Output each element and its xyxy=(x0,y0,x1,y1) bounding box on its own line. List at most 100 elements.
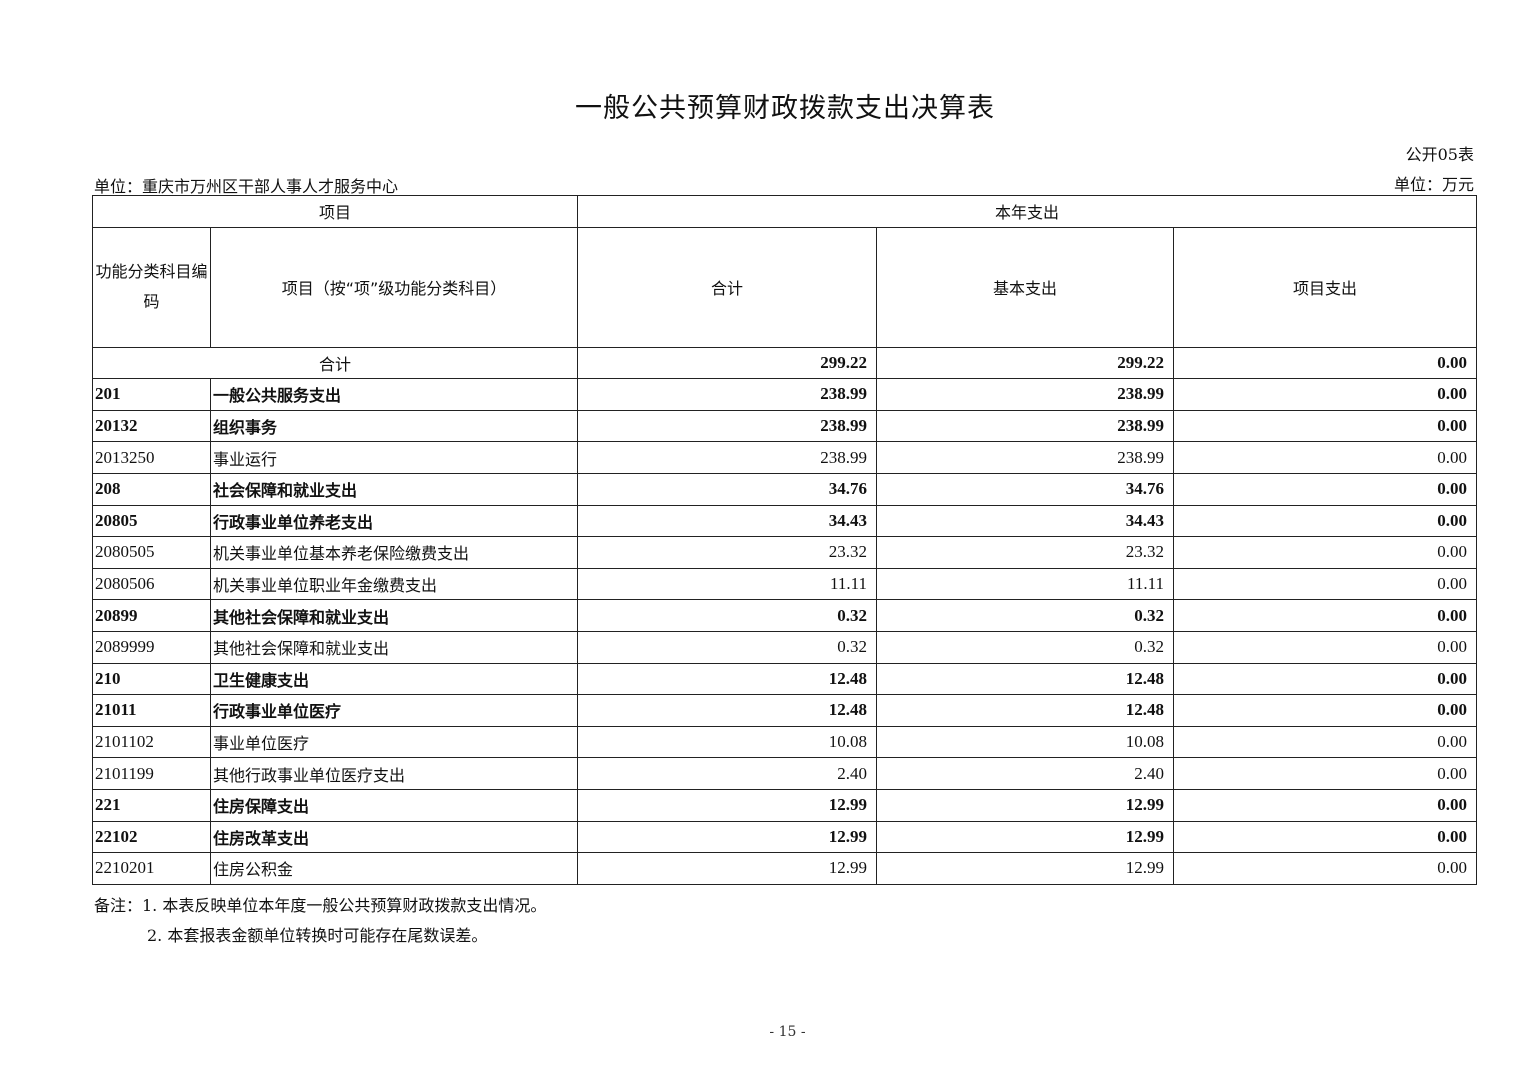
row-total: 238.99 xyxy=(577,441,878,474)
header-row-2: 功能分类科目编码 项目（按“项”级功能分类科目） 合计 基本支出 项目支出 xyxy=(92,226,1478,348)
row-basic: 23.32 xyxy=(876,536,1175,569)
table-row: 20805 行政事业单位养老支出 34.43 34.43 0.00 xyxy=(92,504,1478,538)
row-name: 机关事业单位基本养老保险缴费支出 xyxy=(209,536,579,569)
page-number: - 15 - xyxy=(769,1024,806,1040)
table-row: 221 住房保障支出 12.99 12.99 0.00 xyxy=(92,788,1478,822)
row-code: 20805 xyxy=(92,504,211,538)
row-basic: 12.48 xyxy=(876,662,1175,696)
row-total: 12.48 xyxy=(577,662,878,696)
row-total: 12.99 xyxy=(577,788,878,822)
row-basic: 12.99 xyxy=(876,820,1175,854)
header-basic: 基本支出 xyxy=(876,226,1175,348)
row-code: 2089999 xyxy=(92,630,211,664)
row-project: 0.00 xyxy=(1173,599,1478,632)
header-code: 功能分类科目编码 xyxy=(92,226,211,348)
unit-currency: 单位：万元 xyxy=(1393,175,1474,194)
row-total: 0.32 xyxy=(577,630,878,664)
row-project: 0.00 xyxy=(1173,504,1478,538)
row-name: 其他社会保障和就业支出 xyxy=(209,630,579,664)
total-label: 合计 xyxy=(91,346,579,380)
row-code: 21011 xyxy=(92,694,211,727)
row-code: 2101199 xyxy=(92,757,211,790)
row-name: 事业运行 xyxy=(209,441,579,474)
row-project: 0.00 xyxy=(1173,725,1478,759)
header-item: 项目（按“项”级功能分类科目） xyxy=(209,226,579,348)
row-total: 12.99 xyxy=(577,852,878,885)
row-total: 12.99 xyxy=(577,820,878,854)
row-code: 2080505 xyxy=(92,536,211,569)
row-total: 238.99 xyxy=(577,378,878,411)
unit-organization: 单位：重庆市万州区干部人事人才服务中心 xyxy=(94,177,399,196)
table-row: 2080506 机关事业单位职业年金缴费支出 11.11 11.11 0.00 xyxy=(92,567,1478,601)
row-project: 0.00 xyxy=(1173,630,1478,664)
row-code: 20132 xyxy=(92,409,211,443)
table-row: 2089999 其他社会保障和就业支出 0.32 0.32 0.00 xyxy=(92,630,1478,664)
table-row: 21011 行政事业单位医疗 12.48 12.48 0.00 xyxy=(92,694,1478,727)
row-code: 2013250 xyxy=(92,441,211,474)
row-name: 组织事务 xyxy=(209,409,579,443)
row-project: 0.00 xyxy=(1173,852,1478,885)
row-basic: 0.32 xyxy=(876,630,1175,664)
row-code: 210 xyxy=(92,662,211,696)
row-code: 2080506 xyxy=(92,567,211,601)
row-code: 221 xyxy=(92,788,211,822)
expenditure-table: 项目 本年支出 功能分类科目编码 项目（按“项”级功能分类科目） 合计 基本支出… xyxy=(91,195,1478,885)
total-project: 0.00 xyxy=(1173,346,1478,380)
row-total: 238.99 xyxy=(577,409,878,443)
row-code: 22102 xyxy=(92,820,211,854)
row-name: 一般公共服务支出 xyxy=(209,378,579,411)
table-row: 2210201 住房公积金 12.99 12.99 0.00 xyxy=(92,852,1478,885)
total-sum: 299.22 xyxy=(577,346,878,380)
row-total: 23.32 xyxy=(577,536,878,569)
row-project: 0.00 xyxy=(1173,409,1478,443)
table-row: 2101102 事业单位医疗 10.08 10.08 0.00 xyxy=(92,725,1478,759)
row-name: 卫生健康支出 xyxy=(209,662,579,696)
row-project: 0.00 xyxy=(1173,567,1478,601)
row-code: 201 xyxy=(92,378,211,411)
row-name: 其他行政事业单位医疗支出 xyxy=(209,757,579,790)
row-name: 住房改革支出 xyxy=(209,820,579,854)
row-total: 2.40 xyxy=(577,757,878,790)
table-row: 210 卫生健康支出 12.48 12.48 0.00 xyxy=(92,662,1478,696)
row-basic: 2.40 xyxy=(876,757,1175,790)
notes: 备注：1. 本表反映单位本年度一般公共预算财政拨款支出情况。 2. 本套报表金额… xyxy=(94,891,546,951)
table-row: 2013250 事业运行 238.99 238.99 0.00 xyxy=(92,441,1478,474)
row-name: 机关事业单位职业年金缴费支出 xyxy=(209,567,579,601)
row-total: 0.32 xyxy=(577,599,878,632)
row-total: 12.48 xyxy=(577,694,878,727)
row-basic: 34.43 xyxy=(876,504,1175,538)
row-project: 0.00 xyxy=(1173,441,1478,474)
row-project: 0.00 xyxy=(1173,694,1478,727)
row-project: 0.00 xyxy=(1173,662,1478,696)
total-basic: 299.22 xyxy=(876,346,1175,380)
row-basic: 238.99 xyxy=(876,441,1175,474)
row-basic: 12.99 xyxy=(876,788,1175,822)
row-project: 0.00 xyxy=(1173,472,1478,506)
total-row: 合计 299.22 299.22 0.00 xyxy=(91,346,1478,380)
table-row: 208 社会保障和就业支出 34.76 34.76 0.00 xyxy=(92,472,1478,506)
row-basic: 12.99 xyxy=(876,852,1175,885)
header-project: 项目 xyxy=(91,195,579,228)
header-row-1: 项目 本年支出 xyxy=(91,195,1478,228)
row-name: 行政事业单位养老支出 xyxy=(209,504,579,538)
row-project: 0.00 xyxy=(1173,820,1478,854)
row-basic: 0.32 xyxy=(876,599,1175,632)
table-row: 20899 其他社会保障和就业支出 0.32 0.32 0.00 xyxy=(92,599,1478,632)
row-project: 0.00 xyxy=(1173,378,1478,411)
row-project: 0.00 xyxy=(1173,536,1478,569)
note-2: 2. 本套报表金额单位转换时可能存在尾数误差。 xyxy=(147,926,488,945)
row-name: 住房公积金 xyxy=(209,852,579,885)
row-code: 2101102 xyxy=(92,725,211,759)
table-row: 20132 组织事务 238.99 238.99 0.00 xyxy=(92,409,1478,443)
row-name: 其他社会保障和就业支出 xyxy=(209,599,579,632)
header-project-expense: 项目支出 xyxy=(1173,226,1478,348)
row-code: 2210201 xyxy=(92,852,211,885)
row-name: 社会保障和就业支出 xyxy=(209,472,579,506)
row-name: 行政事业单位医疗 xyxy=(209,694,579,727)
row-basic: 11.11 xyxy=(876,567,1175,601)
table-row: 22102 住房改革支出 12.99 12.99 0.00 xyxy=(92,820,1478,854)
row-code: 20899 xyxy=(92,599,211,632)
row-basic: 34.76 xyxy=(876,472,1175,506)
page-title: 一般公共预算财政拨款支出决算表 xyxy=(575,93,995,124)
row-basic: 238.99 xyxy=(876,378,1175,411)
